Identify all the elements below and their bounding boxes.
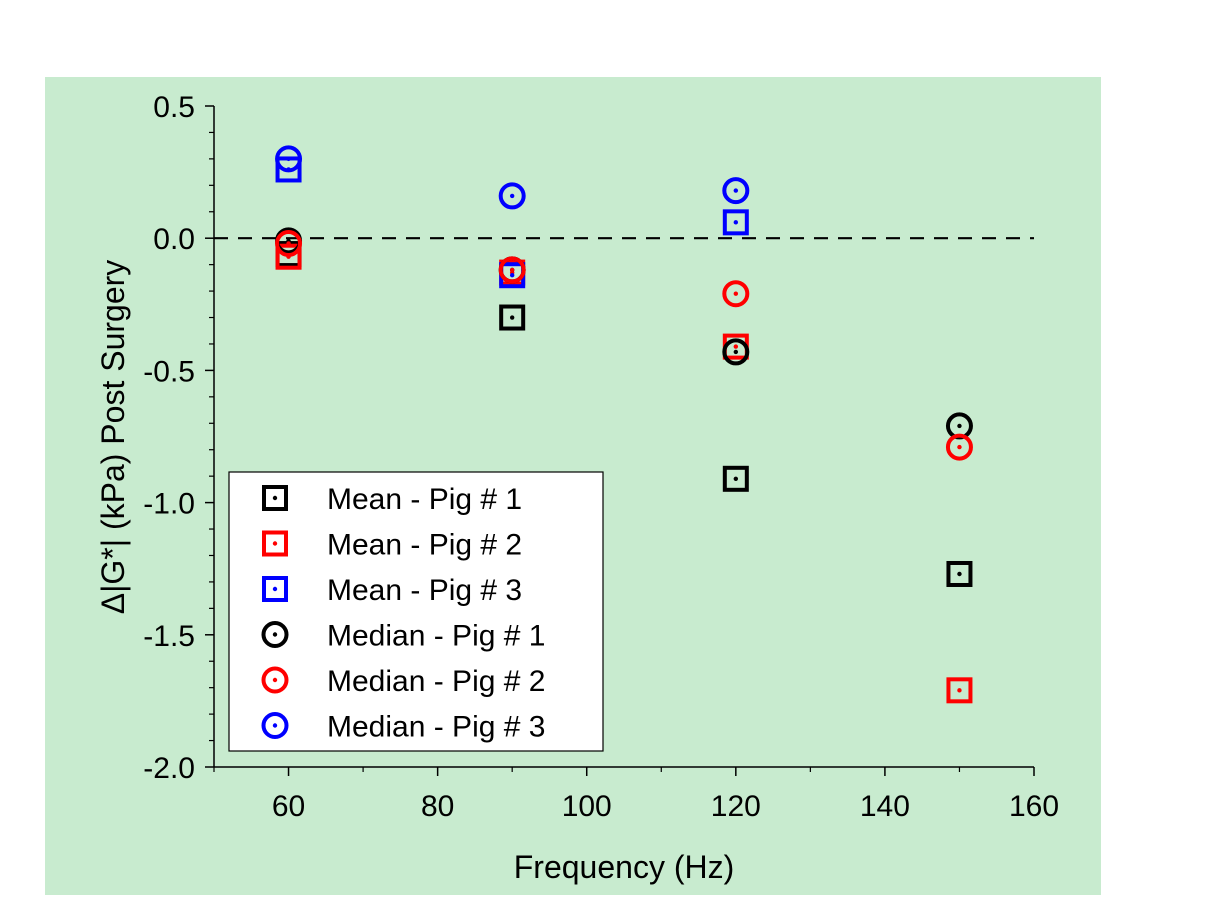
data-point-median-pig-3 [722, 177, 750, 205]
legend-marker [262, 485, 288, 511]
data-point-median-pig-2 [945, 433, 973, 461]
marker-center-dot [272, 632, 278, 637]
marker-center-dot [957, 423, 962, 429]
y-tick-label: 0.0 [153, 223, 195, 256]
marker-center-dot [733, 476, 739, 482]
marker-center-dot [272, 677, 278, 683]
data-point-median-pig-1 [722, 338, 750, 366]
legend-label: Mean - Pig # 1 [327, 483, 522, 516]
legend-marker [261, 666, 289, 694]
data-point-median-pig-2 [722, 280, 750, 308]
x-tick-label: 120 [711, 790, 761, 823]
data-point-median-pig-3 [275, 145, 303, 173]
y-axis-title: Δ|G*| (kPa) Post Surgery [95, 260, 131, 615]
marker-square [722, 465, 749, 492]
y-tick-label: -1.0 [143, 488, 195, 521]
marker-circle [261, 621, 289, 648]
y-tick-label: -0.5 [143, 355, 195, 388]
marker-circle [498, 182, 526, 210]
marker-circle [722, 177, 750, 205]
x-tick-label: 160 [1009, 790, 1059, 823]
marker-circle [722, 280, 750, 308]
marker-center-dot [733, 291, 739, 296]
legend-label: Mean - Pig # 2 [327, 529, 522, 562]
x-tick-label: 140 [860, 790, 910, 823]
marker-square [499, 304, 526, 331]
x-tick-label: 60 [272, 790, 305, 823]
y-tick-label: -2.0 [143, 752, 195, 785]
legend-marker [261, 621, 289, 648]
marker-circle [261, 666, 289, 694]
marker-circle [498, 256, 526, 284]
marker-square [262, 530, 288, 557]
marker-center-dot [957, 444, 962, 450]
marker-circle [275, 145, 303, 173]
data-point-mean-pig-1 [946, 560, 973, 587]
x-tick-label: 80 [421, 790, 454, 823]
y-tick-label: -1.5 [143, 620, 195, 653]
marker-circle [945, 433, 973, 461]
marker-center-dot [272, 495, 278, 501]
data-point-mean-pig-1 [722, 465, 749, 492]
legend: Mean - Pig # 1 Mean - Pig # 2 Mean - Pig #… [228, 471, 604, 752]
legend-marker [262, 576, 288, 602]
marker-center-dot [509, 267, 515, 273]
marker-circle [261, 712, 289, 739]
marker-center-dot [509, 273, 515, 278]
marker-circle [722, 338, 750, 366]
marker-square [946, 677, 973, 704]
legend-label: Median - Pig # 3 [327, 711, 545, 744]
data-point-median-pig-2 [498, 256, 526, 284]
marker-square [262, 485, 288, 511]
marker-center-dot [509, 315, 515, 320]
marker-center-dot [286, 156, 291, 162]
legend-label: Median - Pig # 1 [327, 620, 545, 653]
data-marks [275, 145, 973, 704]
legend-label: Median - Pig # 2 [327, 665, 545, 698]
marker-center-dot [957, 688, 962, 693]
axes: 60 80 100 120 140 160 0.5 0.0 -0.5 -1.0 -1.5 -2.0 [143, 91, 1059, 823]
marker-center-dot [733, 344, 739, 349]
marker-center-dot [272, 723, 278, 728]
legend-marker [261, 712, 289, 739]
data-point-mean-pig-2 [946, 677, 973, 704]
legend-box [228, 471, 604, 752]
x-tick-label: 100 [562, 790, 612, 823]
legend-marker [262, 530, 288, 557]
marker-center-dot [286, 241, 291, 246]
marker-center-dot [957, 571, 962, 577]
marker-center-dot [733, 349, 739, 355]
legend-label: Mean - Pig # 3 [327, 574, 522, 607]
marker-square [262, 576, 288, 602]
x-axis-title: Frequency (Hz) [514, 849, 735, 885]
data-point-median-pig-3 [498, 182, 526, 210]
marker-square [275, 243, 302, 270]
marker-center-dot [272, 541, 278, 546]
y-tick-label: 0.5 [153, 91, 195, 124]
data-point-mean-pig-3 [722, 209, 749, 236]
marker-circle [275, 229, 303, 257]
marker-center-dot [509, 193, 515, 199]
marker-center-dot [733, 220, 739, 225]
data-point-median-pig-2 [275, 229, 303, 257]
data-point-mean-pig-1 [499, 304, 526, 331]
marker-square [722, 209, 749, 236]
marker-square [946, 560, 973, 587]
marker-center-dot [733, 188, 739, 193]
marker-center-dot [272, 586, 278, 592]
